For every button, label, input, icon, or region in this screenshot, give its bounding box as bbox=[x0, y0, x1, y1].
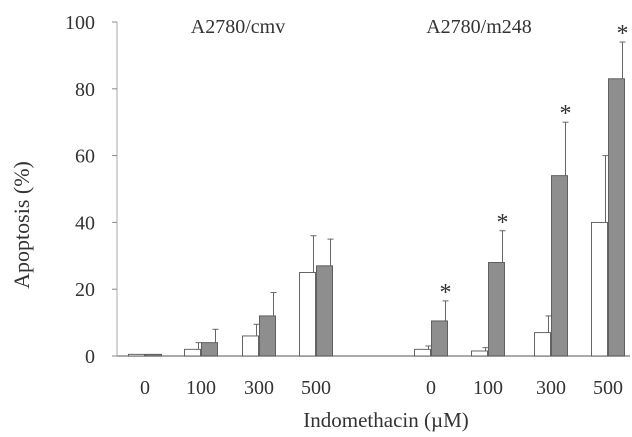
bar-g1-100-open bbox=[184, 348, 201, 357]
bar-g1-300-open bbox=[242, 335, 259, 357]
y-tick-label-20: 20 bbox=[75, 279, 95, 301]
bar-g1-0-open bbox=[128, 353, 145, 357]
x-tick-label-g2-100: 100 bbox=[473, 377, 503, 399]
bar-g1-300-filled bbox=[259, 315, 276, 357]
x-tick-label-g1-500: 500 bbox=[301, 377, 331, 399]
x-axis-label: Indomethacin (µM) bbox=[303, 408, 468, 432]
bar-g2-0-filled bbox=[431, 320, 448, 357]
bar-g1-500-open bbox=[299, 272, 316, 357]
y-axis-label: Apoptosis (%) bbox=[9, 161, 34, 289]
bar-g2-300-open bbox=[534, 332, 551, 357]
group-title-a2780-cmv: A2780/cmv bbox=[191, 16, 285, 38]
axes: 0 20 40 60 80 100 bbox=[65, 12, 630, 368]
bar-g2-500-filled bbox=[608, 78, 625, 357]
y-tick-label-40: 40 bbox=[75, 212, 95, 234]
bar-g1-100-filled bbox=[201, 342, 218, 357]
group-title-a2780-m248: A2780/m248 bbox=[426, 16, 532, 38]
x-tick-label-g2-0: 0 bbox=[426, 377, 436, 399]
y-tick-label-80: 80 bbox=[75, 79, 95, 101]
x-tick-label-g2-300: 300 bbox=[536, 377, 566, 399]
bar-g2-100-filled bbox=[488, 262, 505, 357]
bar-g1-500-filled bbox=[316, 265, 333, 357]
bar-g2-500-open bbox=[591, 221, 608, 357]
x-tick-label-g2-500: 500 bbox=[593, 377, 623, 399]
significance-marker-g2-300: * bbox=[560, 101, 572, 127]
y-tick-label-60: 60 bbox=[75, 146, 95, 168]
x-tick-label-g1-100: 100 bbox=[186, 377, 216, 399]
significance-marker-g2-100: * bbox=[497, 210, 509, 236]
bar-g2-0-open bbox=[414, 348, 431, 357]
bar-g2-300-filled bbox=[551, 175, 568, 357]
significance-marker-g2-0: * bbox=[440, 280, 452, 306]
x-tick-label-g1-300: 300 bbox=[244, 377, 274, 399]
y-tick-label-0: 0 bbox=[85, 346, 95, 368]
y-tick-label-100: 100 bbox=[65, 12, 95, 34]
bar-g2-100-open bbox=[471, 350, 488, 357]
x-tick-label-g1-0: 0 bbox=[140, 377, 150, 399]
significance-marker-g2-500: * bbox=[617, 21, 629, 47]
bar-g1-0-filled bbox=[145, 353, 162, 357]
bars-layer: * * * * bbox=[128, 21, 629, 357]
labels-layer: Apoptosis (%) Indomethacin (µM) A2780/cm… bbox=[9, 16, 623, 432]
